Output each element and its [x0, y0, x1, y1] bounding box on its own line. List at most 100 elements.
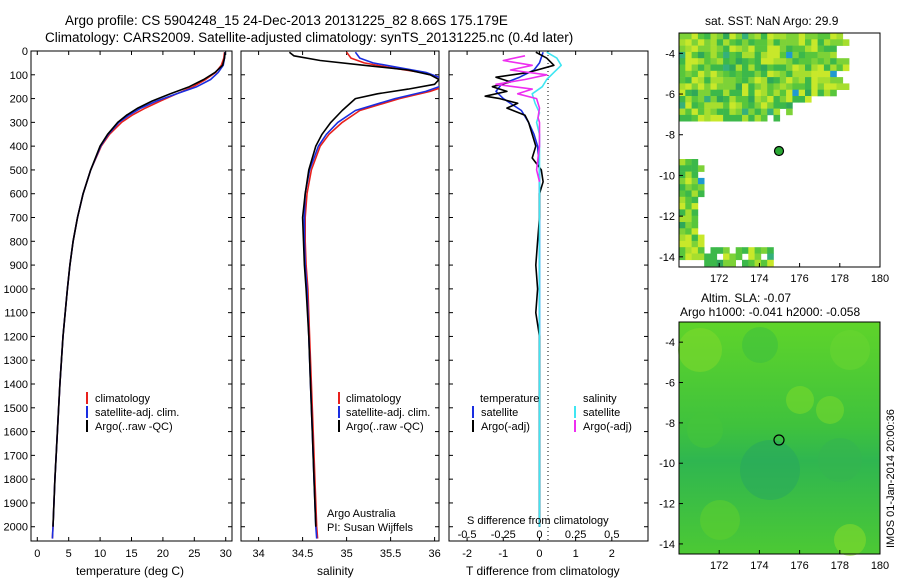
sst-cell [723, 96, 730, 103]
x-tick-label: 36 [428, 548, 440, 560]
sst-cell [685, 83, 692, 90]
sla-blob [818, 438, 862, 482]
sst-cell [691, 228, 699, 235]
sst-cell [786, 33, 793, 40]
sst-cell [754, 45, 762, 53]
depth-tick-label: 100 [10, 70, 28, 82]
sst-cell [836, 39, 844, 46]
sst-cell [691, 190, 699, 198]
depth-tick-label: 1900 [4, 498, 28, 510]
sla-blob [786, 386, 814, 414]
depth-tick-label: 800 [10, 236, 28, 248]
sst-cell [691, 247, 699, 254]
legend-satellite-label: satellite-adj. clim. [95, 407, 179, 419]
top-tick-label: -0.5 [458, 529, 477, 541]
sst-cell [685, 70, 692, 78]
sst-cell [748, 259, 755, 267]
sst-cell [748, 51, 755, 59]
sst-cell [697, 102, 705, 109]
sst-cell [716, 114, 724, 122]
top-tick-label: -0.25 [491, 529, 516, 541]
sst-cell [817, 77, 825, 84]
sst-cell [691, 39, 699, 46]
sst-cell [760, 102, 768, 109]
sst-cell [792, 51, 799, 59]
sst-cell [729, 83, 736, 90]
sst-cell [823, 58, 831, 65]
series-line [303, 51, 439, 539]
sst-cell [742, 70, 749, 78]
sst-cell [754, 108, 762, 116]
sst-cell [685, 184, 692, 191]
sst-cell [779, 83, 787, 90]
sst-cell [811, 39, 818, 46]
sst-cell [805, 83, 812, 90]
sst-cell [729, 114, 736, 122]
sst-cell [735, 70, 743, 78]
sst-cell [697, 114, 705, 122]
sst-cell [748, 253, 755, 261]
depth-tick-label: 1400 [4, 379, 28, 391]
sst-cell [716, 39, 724, 46]
map-x-tick-label: 172 [710, 273, 728, 285]
sla-field [678, 327, 870, 556]
sst-cell [754, 253, 762, 261]
top-tick-label: 0 [536, 529, 542, 541]
sst-cell [754, 33, 762, 40]
sst-cell [742, 108, 749, 116]
sst-cell [716, 83, 724, 90]
depth-tick-label: 1500 [4, 403, 28, 415]
sst-cell [754, 114, 762, 122]
depth-tick-label: 2000 [4, 522, 28, 534]
sst-cell [742, 51, 749, 59]
sst-cell [748, 102, 755, 109]
sst-cell [760, 33, 768, 40]
sst-cell [729, 108, 736, 116]
sst-cell [792, 64, 799, 72]
legend-s-argo-label: Argo(-adj) [583, 421, 632, 433]
sla-blob [678, 328, 722, 372]
sst-cell [817, 45, 825, 53]
sst-cell [729, 102, 736, 109]
sst-cell [742, 45, 749, 53]
sst-cell [691, 240, 699, 248]
sst-cell [754, 39, 762, 46]
sst-cell [773, 89, 781, 97]
sst-cell [697, 89, 705, 97]
sst-cell [729, 70, 736, 78]
sst-cell [767, 253, 774, 261]
sst-cell [798, 96, 806, 103]
sst-cell [748, 114, 755, 122]
imos-stamp: IMOS 01-Jan-2014 20:00:36 [885, 409, 897, 548]
sst-cell [723, 259, 730, 267]
sst-cell [836, 64, 844, 72]
sst-cell [716, 58, 724, 65]
sst-cell [817, 51, 825, 59]
sst-cell [735, 89, 743, 97]
sst-cell [716, 247, 724, 254]
x-tick-label: -2 [462, 548, 472, 560]
sst-cell [716, 45, 724, 53]
map-x-tick-label: 174 [750, 273, 768, 285]
sst-cell [786, 45, 793, 53]
sst-map-panel: sat. SST: NaN Argo: 29.9 172 174 176 178 180… [659, 14, 889, 285]
sst-cell [685, 159, 692, 166]
sst-cell [710, 114, 718, 122]
sst-cell [691, 253, 699, 261]
sst-cell [779, 58, 787, 65]
series-line [531, 51, 562, 527]
sst-cell [742, 89, 749, 97]
sst-cell [691, 33, 699, 40]
temperature-x-ticks: 0 5 10 15 20 25 30 [34, 51, 232, 560]
map-y-tick-label: -12 [659, 211, 675, 223]
depth-tick-label: 1600 [4, 427, 28, 439]
x-tick-label: 25 [188, 548, 200, 560]
sst-cell [798, 83, 806, 90]
sst-cell [748, 45, 755, 53]
sst-cell [773, 39, 781, 46]
depth-tick-label: 300 [10, 117, 28, 129]
sst-cell [754, 83, 762, 90]
legend-climatology-label: climatology [346, 393, 402, 405]
x-tick-label: 30 [220, 548, 232, 560]
x-tick-label: -1 [498, 548, 508, 560]
